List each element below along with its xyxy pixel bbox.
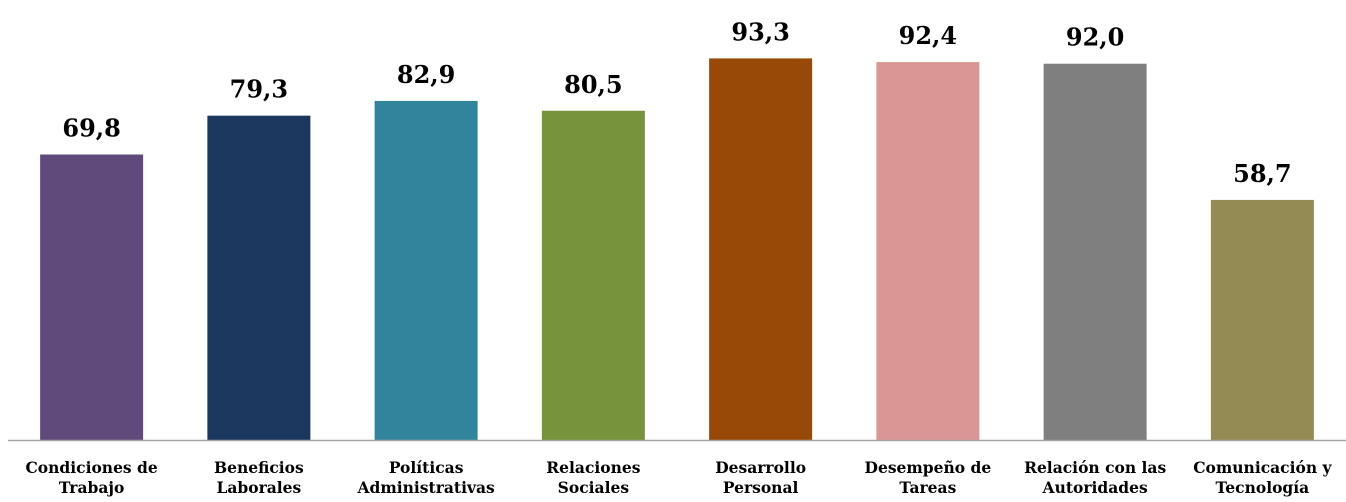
value-label-2: 79,3 xyxy=(230,75,288,104)
value-label-5: 93,3 xyxy=(731,17,789,46)
bar-3 xyxy=(374,100,478,441)
category-label-4-line-2: Sociales xyxy=(558,478,630,497)
bar-2 xyxy=(207,115,311,441)
bar-6 xyxy=(876,62,980,441)
category-label-2-line-2: Laborales xyxy=(216,478,301,497)
value-label-1: 69,8 xyxy=(62,114,120,143)
category-label-3-line-1: Políticas xyxy=(389,458,464,477)
value-label-6: 92,4 xyxy=(899,21,957,50)
category-label-5-line-1: Desarrollo xyxy=(715,458,806,477)
value-label-7: 92,0 xyxy=(1066,23,1124,52)
category-label-3-line-2: Administrativas xyxy=(357,478,496,497)
category-label-1-line-1: Condiciones de xyxy=(25,458,157,477)
bar-4 xyxy=(541,110,645,440)
category-label-8-line-1: Comunicación y xyxy=(1193,458,1332,477)
bar-5 xyxy=(709,58,813,440)
category-label-7-line-2: Autoridades xyxy=(1042,478,1148,497)
category-label-1-line-2: Trabajo xyxy=(59,478,124,497)
value-label-4: 80,5 xyxy=(564,70,622,99)
value-label-3: 82,9 xyxy=(397,60,455,89)
bars-group xyxy=(40,58,1314,441)
value-labels-group: 69,8 79,3 82,9 80,5 93,3 92,4 92,0 58,7 xyxy=(62,17,1291,188)
category-label-2-line-1: Beneficios xyxy=(214,458,304,477)
category-label-6-line-1: Desempeño de xyxy=(865,458,992,477)
category-label-8-line-2: Tecnología xyxy=(1216,478,1310,497)
category-label-4-line-1: Relaciones xyxy=(546,458,640,477)
category-label-5-line-2: Personal xyxy=(723,478,799,497)
category-label-7-line-1: Relación con las xyxy=(1024,458,1166,477)
bar-1 xyxy=(40,154,144,440)
bar-8 xyxy=(1210,199,1314,440)
bar-7 xyxy=(1043,63,1147,440)
category-label-6-line-2: Tareas xyxy=(899,478,956,497)
value-label-8: 58,7 xyxy=(1233,159,1291,188)
